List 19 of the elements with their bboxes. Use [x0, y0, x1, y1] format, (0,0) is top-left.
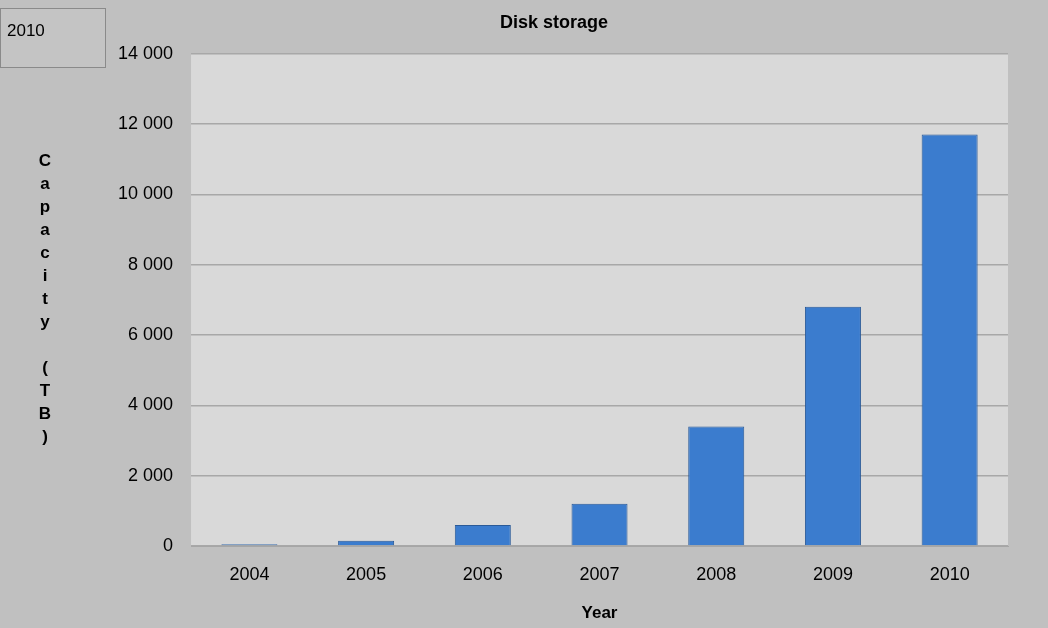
y-tick-label: 0 [163, 534, 174, 555]
text: Capacity (TB) [38, 151, 52, 447]
x-axis-title: Year [581, 603, 618, 623]
x-tick-label: 2005 [346, 563, 387, 584]
y-tick-label: 2 000 [128, 464, 174, 485]
x-tick-label: 2007 [579, 563, 620, 584]
y-tick-label: 4 000 [128, 394, 174, 415]
y-tick-label: 6 000 [128, 323, 174, 344]
y-tick-label: 12 000 [117, 112, 174, 133]
y-tick-label: 8 000 [128, 253, 174, 274]
x-tick-label: 2008 [696, 563, 737, 584]
x-tick-label: 2006 [462, 563, 503, 584]
y-tick-label: 14 000 [117, 42, 174, 63]
y-tick-label: 10 000 [117, 183, 174, 204]
text: 2010 [0, 8, 106, 68]
x-tick-label: 2009 [812, 563, 853, 584]
chart-title: Disk storage [499, 11, 609, 32]
x-tick-label: 2010 [929, 563, 970, 584]
x-tick-label: 2004 [229, 563, 270, 584]
